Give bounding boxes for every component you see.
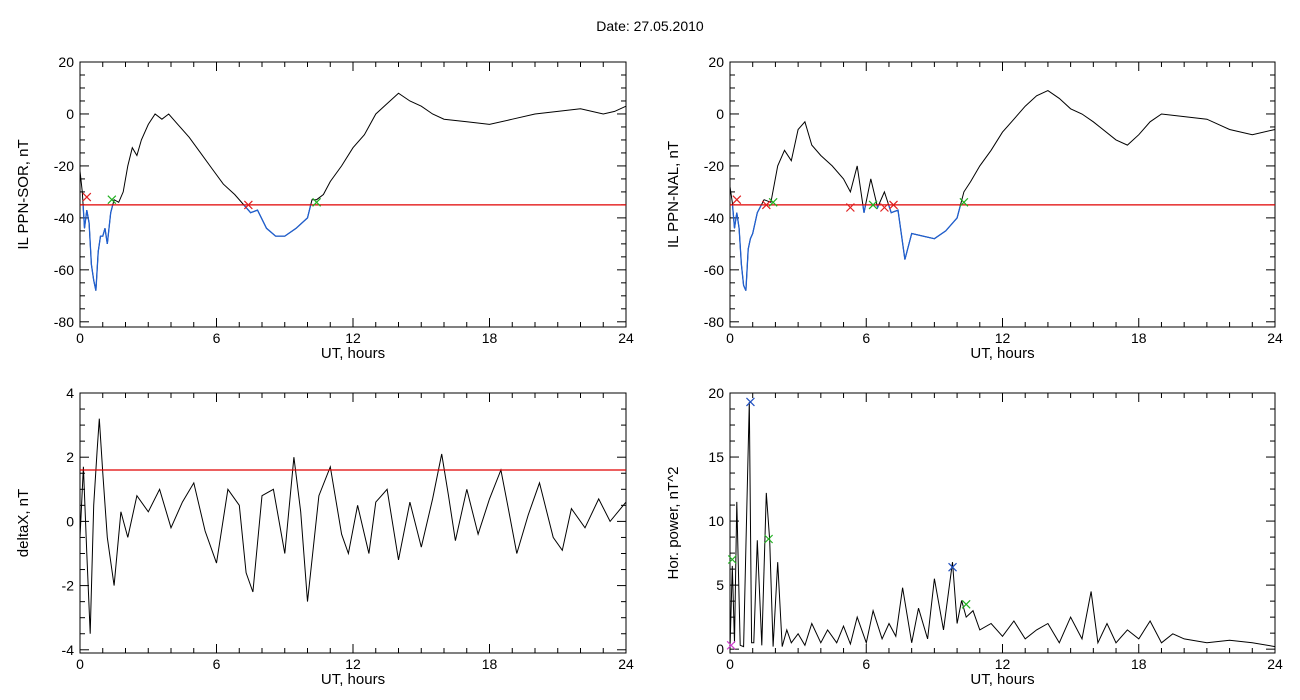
y-axis-label: deltaX, nT bbox=[15, 489, 32, 557]
x-tick-label: 12 bbox=[995, 656, 1011, 672]
x-tick-label: 0 bbox=[76, 656, 84, 672]
x-tick-label: 18 bbox=[482, 656, 498, 672]
x-tick-label: 18 bbox=[482, 330, 498, 346]
x-tick-label: 18 bbox=[1131, 656, 1147, 672]
x-tick-label: 12 bbox=[345, 656, 361, 672]
y-tick-label: -2 bbox=[62, 578, 75, 594]
marker-end bbox=[768, 197, 778, 207]
x-axis-label: UT, hours bbox=[970, 671, 1034, 688]
marker-peak bbox=[948, 562, 957, 572]
x-tick-label: 24 bbox=[618, 656, 634, 672]
marker-start bbox=[732, 195, 742, 205]
marker-peak bbox=[746, 397, 755, 407]
y-tick-label: -40 bbox=[54, 210, 74, 226]
y-tick-label: -20 bbox=[704, 158, 724, 174]
x-tick-label: 24 bbox=[1267, 656, 1283, 672]
below-threshold-series bbox=[82, 204, 312, 291]
below-threshold-series bbox=[731, 204, 962, 291]
y-tick-label: 15 bbox=[708, 449, 724, 465]
y-tick-label: -20 bbox=[54, 158, 74, 174]
x-tick-label: 0 bbox=[726, 656, 734, 672]
y-tick-label: 20 bbox=[708, 54, 724, 70]
x-axis-label: UT, hours bbox=[321, 345, 385, 362]
y-tick-label: 0 bbox=[66, 513, 74, 529]
marker-end bbox=[959, 197, 969, 207]
plot-frame bbox=[79, 392, 627, 654]
y-tick-label: 4 bbox=[66, 385, 74, 401]
marker-start bbox=[845, 203, 855, 212]
y-tick-label: 0 bbox=[716, 106, 724, 122]
marker-minor bbox=[726, 640, 736, 650]
y-tick-label: -60 bbox=[54, 262, 74, 278]
marker-end bbox=[961, 599, 971, 609]
marker-end bbox=[312, 197, 322, 207]
marker-end bbox=[764, 534, 774, 544]
x-tick-label: 0 bbox=[726, 330, 734, 346]
x-axis-label: UT, hours bbox=[321, 671, 385, 688]
chart-p4: 0 6 12 18 24 0 5 10 15 20 UT, hours Hor. power, nT^… bbox=[665, 385, 1283, 688]
marker-end bbox=[107, 195, 117, 205]
y-tick-label: 0 bbox=[66, 106, 74, 122]
y-axis-label: IL PPN-SOR, nT bbox=[15, 139, 32, 249]
y-axis-label: IL PPN-NAL, nT bbox=[665, 141, 682, 248]
chart-p1: 0 6 12 18 24 -80 -60 -40 -20 0 20 UT, hours IL PPN-S… bbox=[15, 54, 634, 362]
x-tick-label: 6 bbox=[862, 656, 870, 672]
x-tick-label: 24 bbox=[618, 330, 634, 346]
page-title: Date: 27.05.2010 bbox=[596, 18, 704, 34]
marker-start bbox=[243, 200, 253, 210]
y-tick-label: -4 bbox=[62, 642, 75, 658]
series-line bbox=[729, 90, 1276, 291]
plot-frame bbox=[729, 392, 1276, 654]
x-tick-label: 6 bbox=[213, 656, 221, 672]
marker-end bbox=[727, 555, 737, 564]
series-line bbox=[79, 418, 627, 634]
y-tick-label: -80 bbox=[54, 314, 74, 330]
marker-end bbox=[868, 200, 878, 210]
y-tick-label: 5 bbox=[716, 577, 724, 593]
x-tick-label: 24 bbox=[1267, 330, 1283, 346]
y-tick-label: 10 bbox=[708, 513, 724, 529]
plot-frame bbox=[79, 61, 627, 328]
chart-p2: 0 6 12 18 24 -80 -60 -40 -20 0 20 UT, hours IL PPN-N… bbox=[665, 54, 1283, 362]
x-axis-label: UT, hours bbox=[970, 345, 1034, 362]
x-tick-label: 6 bbox=[213, 330, 221, 346]
series-line bbox=[729, 401, 1276, 650]
x-tick-label: 6 bbox=[862, 330, 870, 346]
x-tick-label: 12 bbox=[345, 330, 361, 346]
x-tick-label: 12 bbox=[995, 330, 1011, 346]
x-tick-label: 0 bbox=[76, 330, 84, 346]
series-line bbox=[79, 92, 627, 291]
y-tick-label: 20 bbox=[708, 385, 724, 401]
plot-frame bbox=[729, 61, 1276, 328]
y-tick-label: -60 bbox=[704, 262, 724, 278]
y-axis-label: Hor. power, nT^2 bbox=[665, 467, 682, 580]
y-tick-label: -40 bbox=[704, 210, 724, 226]
x-tick-label: 18 bbox=[1131, 330, 1147, 346]
y-tick-label: 20 bbox=[58, 54, 74, 70]
marker-start bbox=[889, 200, 898, 210]
marker-start bbox=[82, 192, 92, 202]
y-tick-label: 2 bbox=[66, 449, 74, 465]
marker-start bbox=[761, 200, 771, 210]
y-tick-label: -80 bbox=[704, 314, 724, 330]
y-tick-label: 0 bbox=[716, 641, 724, 657]
marker-start bbox=[879, 203, 889, 212]
